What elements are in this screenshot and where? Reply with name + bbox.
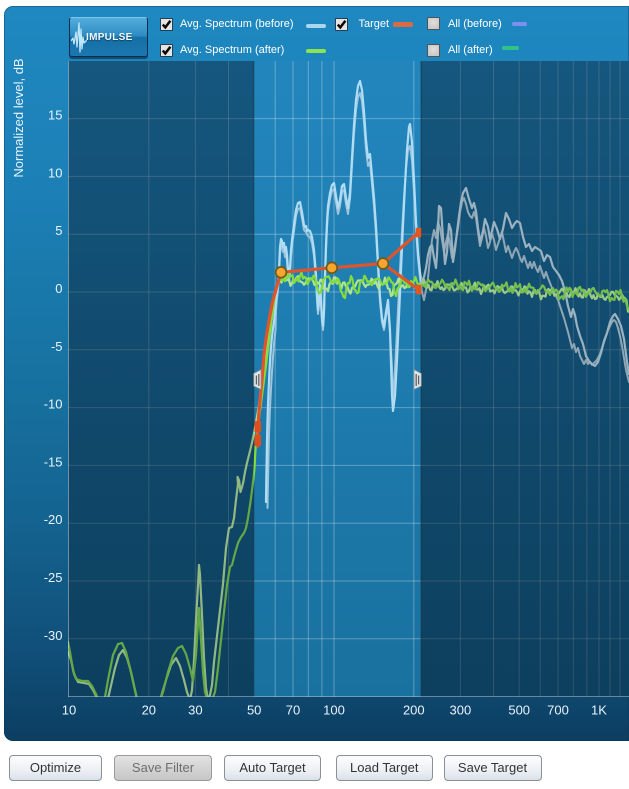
svg-text:15: 15	[48, 108, 62, 123]
svg-text:10: 10	[48, 165, 62, 180]
svg-text:-25: -25	[44, 570, 63, 585]
svg-text:500: 500	[508, 703, 530, 718]
svg-text:-5: -5	[51, 339, 63, 354]
svg-text:50: 50	[247, 703, 261, 718]
svg-text:30: 30	[188, 703, 202, 718]
svg-text:5: 5	[55, 223, 62, 238]
svg-text:20: 20	[142, 703, 156, 718]
svg-text:70: 70	[286, 703, 300, 718]
svg-text:300: 300	[450, 703, 472, 718]
svg-text:200: 200	[403, 703, 425, 718]
svg-text:-15: -15	[44, 454, 63, 469]
svg-text:-30: -30	[44, 628, 63, 643]
svg-text:100: 100	[323, 703, 345, 718]
svg-text:0: 0	[55, 281, 62, 296]
svg-text:Normalized level, dB: Normalized level, dB	[11, 58, 26, 177]
svg-text:-10: -10	[44, 397, 63, 412]
svg-text:10: 10	[62, 703, 76, 718]
svg-text:1K: 1K	[591, 703, 607, 718]
svg-text:700: 700	[547, 703, 569, 718]
svg-text:-20: -20	[44, 512, 63, 527]
